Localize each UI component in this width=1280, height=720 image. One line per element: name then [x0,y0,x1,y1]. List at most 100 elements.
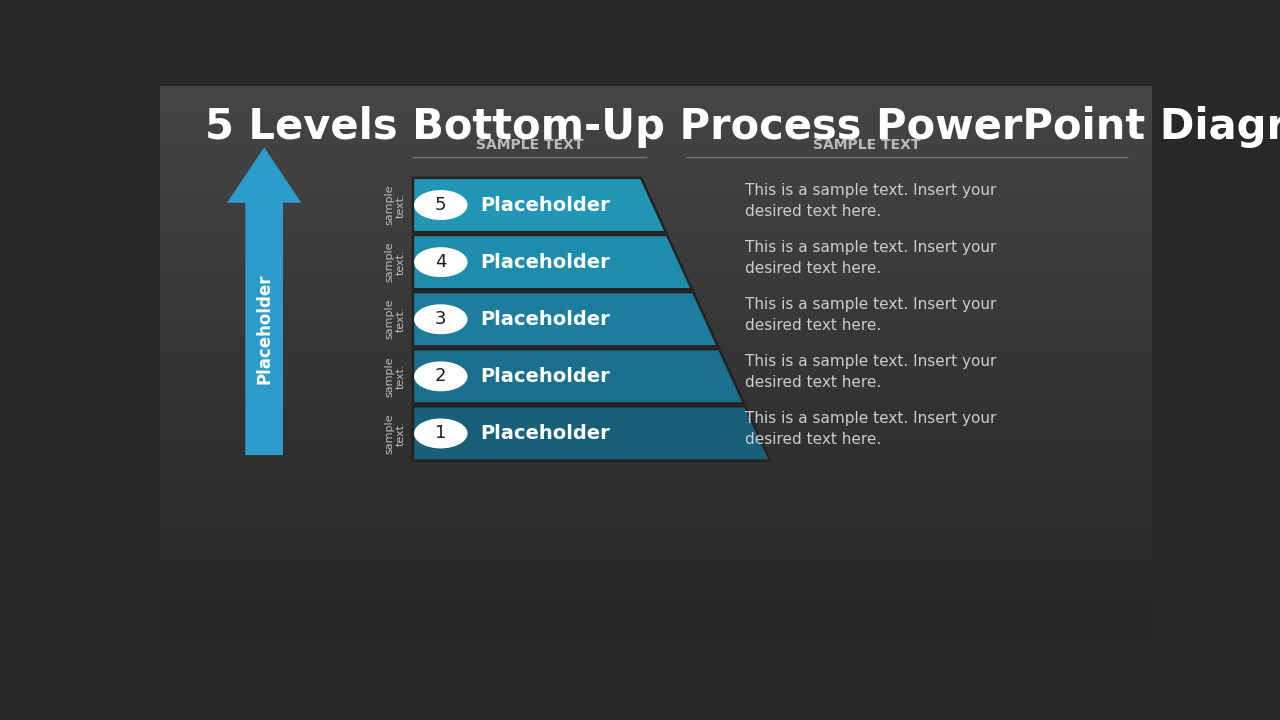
Bar [160,156,1152,158]
Bar [160,148,1152,150]
Bar [160,297,1152,300]
Bar [160,217,1152,220]
Text: Placeholder: Placeholder [480,367,611,386]
Bar [160,256,1152,258]
Bar [160,613,1152,616]
Bar [160,555,1152,557]
Bar [160,261,1152,264]
Bar [160,577,1152,580]
Text: 4: 4 [435,253,447,271]
Circle shape [413,361,467,392]
Bar [160,258,1152,261]
Bar [160,322,1152,325]
Bar [160,325,1152,328]
Polygon shape [413,349,744,403]
Bar [160,638,1152,641]
Bar [160,572,1152,575]
Bar [160,328,1152,330]
Circle shape [413,247,467,277]
Text: Placeholder: Placeholder [480,424,611,443]
Bar [160,466,1152,469]
Bar [160,300,1152,302]
Text: 2: 2 [435,367,447,385]
Bar [160,278,1152,280]
Bar [160,566,1152,569]
Bar [160,200,1152,203]
Bar [160,225,1152,228]
Bar [160,580,1152,582]
Bar [160,430,1152,433]
Bar [160,242,1152,244]
Bar [160,336,1152,338]
Bar [160,624,1152,627]
Bar [160,485,1152,488]
Text: This is a sample text. Insert your
desired text here.: This is a sample text. Insert your desir… [745,411,997,447]
Bar [160,394,1152,397]
Bar [160,621,1152,624]
Bar [160,596,1152,599]
Bar [160,519,1152,521]
Bar [160,539,1152,541]
Bar [160,189,1152,192]
Bar [160,186,1152,189]
Bar [160,302,1152,305]
Bar [160,488,1152,491]
Bar [160,319,1152,322]
Bar [160,112,1152,114]
Bar [160,266,1152,269]
Bar [160,361,1152,364]
Bar [160,214,1152,217]
Bar [160,89,1152,92]
Bar [160,630,1152,632]
Bar [160,125,1152,128]
Text: Placeholder: Placeholder [480,196,611,215]
Bar [160,169,1152,172]
Bar [160,95,1152,97]
Bar [160,308,1152,311]
Text: sample
text.: sample text. [384,356,406,397]
Circle shape [413,305,467,334]
Bar [160,197,1152,200]
Text: Placeholder: Placeholder [480,253,611,271]
Bar [160,269,1152,272]
Bar [160,372,1152,374]
Bar [160,552,1152,555]
Bar [160,161,1152,164]
Bar [160,294,1152,297]
Bar [160,419,1152,422]
Bar [160,133,1152,136]
Bar [160,452,1152,455]
Bar [160,383,1152,386]
Bar [160,264,1152,266]
Text: This is a sample text. Insert your
desired text here.: This is a sample text. Insert your desir… [745,183,997,219]
Bar [160,120,1152,122]
Text: 5 Levels Bottom-Up Process PowerPoint Diagram: 5 Levels Bottom-Up Process PowerPoint Di… [205,106,1280,148]
Text: sample
text.: sample text. [384,242,406,282]
Bar [160,167,1152,169]
Bar [160,353,1152,355]
Text: SAMPLE TEXT: SAMPLE TEXT [813,138,920,153]
Polygon shape [413,178,666,233]
Bar [160,203,1152,206]
Polygon shape [413,406,771,461]
Text: sample
text.: sample text. [384,413,406,454]
Bar [160,599,1152,602]
Bar [160,516,1152,519]
Bar [160,117,1152,120]
Bar [160,239,1152,242]
Bar [160,175,1152,178]
Bar [160,392,1152,394]
Bar [160,575,1152,577]
Bar [160,366,1152,369]
Bar [160,521,1152,524]
Bar [160,594,1152,596]
Bar [160,344,1152,347]
Bar [160,611,1152,613]
Bar [160,338,1152,341]
Bar [160,106,1152,109]
Bar [160,632,1152,635]
Bar [160,292,1152,294]
Bar [160,364,1152,366]
Bar [160,536,1152,539]
Bar [160,358,1152,361]
